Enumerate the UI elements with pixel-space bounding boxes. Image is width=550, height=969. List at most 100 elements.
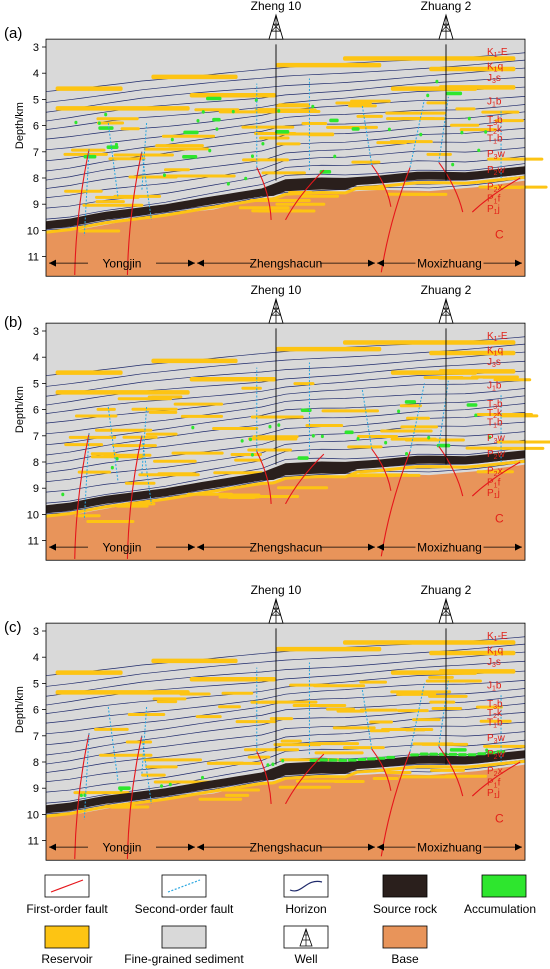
base-unit-label: C — [495, 227, 504, 241]
accumulation-body — [366, 757, 376, 761]
first-order-fault — [126, 735, 143, 859]
depth-tick-label: 4 — [33, 352, 39, 364]
reservoir-body — [111, 444, 157, 448]
well-icon — [268, 13, 284, 40]
second-order-fault — [409, 683, 425, 752]
reservoir-body — [396, 692, 437, 696]
reservoir-body — [70, 148, 106, 152]
reservoir-body — [431, 706, 463, 710]
accumulation-body — [449, 748, 467, 752]
reservoir-body — [369, 720, 393, 724]
horizon-line — [45, 137, 526, 189]
reservoir-body — [430, 768, 466, 772]
reservoir-body — [78, 229, 121, 233]
well-icon — [438, 597, 454, 624]
accumulation-body — [74, 120, 78, 125]
reservoir-body — [438, 669, 516, 674]
reservoir-body — [397, 709, 429, 713]
horizon-line — [45, 711, 526, 765]
reservoir-body — [153, 459, 197, 463]
stratum-label: J3s — [487, 357, 501, 369]
reservoir-body — [156, 700, 178, 704]
reservoir-body — [224, 793, 250, 797]
stratum-label: K1-E — [487, 631, 508, 643]
depth-tick-label: 6 — [33, 405, 39, 417]
second-order-fault — [141, 706, 148, 776]
reservoir-body — [55, 690, 190, 695]
reservoir-body — [275, 346, 382, 352]
reservoir-body — [145, 432, 178, 436]
reservoir-body — [390, 690, 452, 694]
reservoir-body — [180, 414, 224, 418]
reservoir-body — [194, 108, 240, 112]
accumulation-body — [212, 117, 221, 122]
stratum-label: P2w — [487, 165, 506, 177]
base-area — [46, 180, 525, 277]
reservoir-body — [437, 376, 479, 380]
reservoir-body — [273, 743, 322, 747]
reservoir-body — [213, 471, 264, 475]
accumulation-body — [436, 443, 451, 448]
reservoir-body — [55, 370, 123, 375]
reservoir-body — [151, 658, 238, 664]
depth-tick-label: 3 — [33, 626, 39, 638]
reservoir-body — [238, 206, 290, 210]
reservoir-body — [342, 340, 516, 345]
reservoir-body — [483, 744, 526, 748]
reservoir-body — [293, 382, 315, 386]
reservoir-body — [359, 680, 388, 684]
region-label: Zhengshacun — [250, 257, 323, 271]
reservoir-body — [131, 407, 178, 411]
accumulation-body — [460, 130, 464, 135]
depth-axis: 3 4 5 6 7 8 9 10 11 Depth/km — [14, 42, 46, 264]
legend-label: Fine-grained sediment — [124, 952, 244, 966]
accumulation-body — [419, 132, 423, 137]
reservoir-body — [75, 514, 101, 518]
legend-label: Second-order fault — [135, 902, 234, 916]
reservoir-body — [143, 147, 187, 151]
depth-tick-label: 8 — [33, 457, 39, 469]
reservoir-body — [143, 758, 203, 762]
accumulation-body — [208, 148, 212, 153]
reservoir-body — [479, 719, 512, 723]
stratum-label: P2x — [487, 766, 503, 778]
stratum-label: J1b — [487, 381, 502, 393]
stratum-label: J1b — [487, 97, 502, 109]
accumulation-body — [467, 753, 477, 757]
reservoir-body — [369, 729, 390, 733]
panel-frame — [45, 38, 526, 277]
panel-frame — [45, 622, 526, 861]
horizon-line — [45, 403, 526, 456]
accumulation-body — [206, 96, 222, 101]
stratum-label: P1j — [487, 788, 500, 800]
cross-section-panel: 3 4 5 6 7 8 9 10 11 Depth/km (c) Zheng 10 Zhuang 2 K1… — [4, 583, 526, 861]
reservoir-body — [230, 453, 263, 457]
legend-item: Well — [283, 925, 329, 966]
reservoir-body — [380, 429, 433, 433]
first-order-fault — [285, 453, 325, 505]
horizon-line — [45, 431, 526, 483]
accumulation-body — [275, 130, 290, 134]
first-order-fault — [74, 149, 90, 275]
accumulation-body — [351, 127, 360, 131]
region-label: Zhengshacun — [250, 541, 323, 555]
stratum-label: T1b — [487, 133, 503, 145]
reservoir-body — [385, 111, 446, 115]
accumulations — [61, 400, 492, 497]
reservoir-body — [241, 125, 295, 129]
reservoir-body — [429, 700, 456, 704]
accumulation-body — [477, 752, 487, 756]
stratum-label: P3w — [487, 433, 506, 445]
reservoir-body — [301, 121, 328, 125]
first-order-fault — [471, 177, 521, 213]
accumulation-body — [277, 109, 281, 113]
accumulation-body — [281, 758, 285, 763]
reservoir-body — [113, 194, 162, 198]
accumulation-body — [160, 784, 164, 788]
legend-item: First-order fault — [26, 874, 108, 916]
region-arrowhead — [197, 543, 204, 551]
region-markers: Yongjin Zhengshacun Moxizhuang — [49, 541, 522, 555]
reservoir-body — [218, 495, 260, 499]
reservoir-body — [161, 134, 216, 138]
region-arrowhead — [188, 259, 195, 267]
